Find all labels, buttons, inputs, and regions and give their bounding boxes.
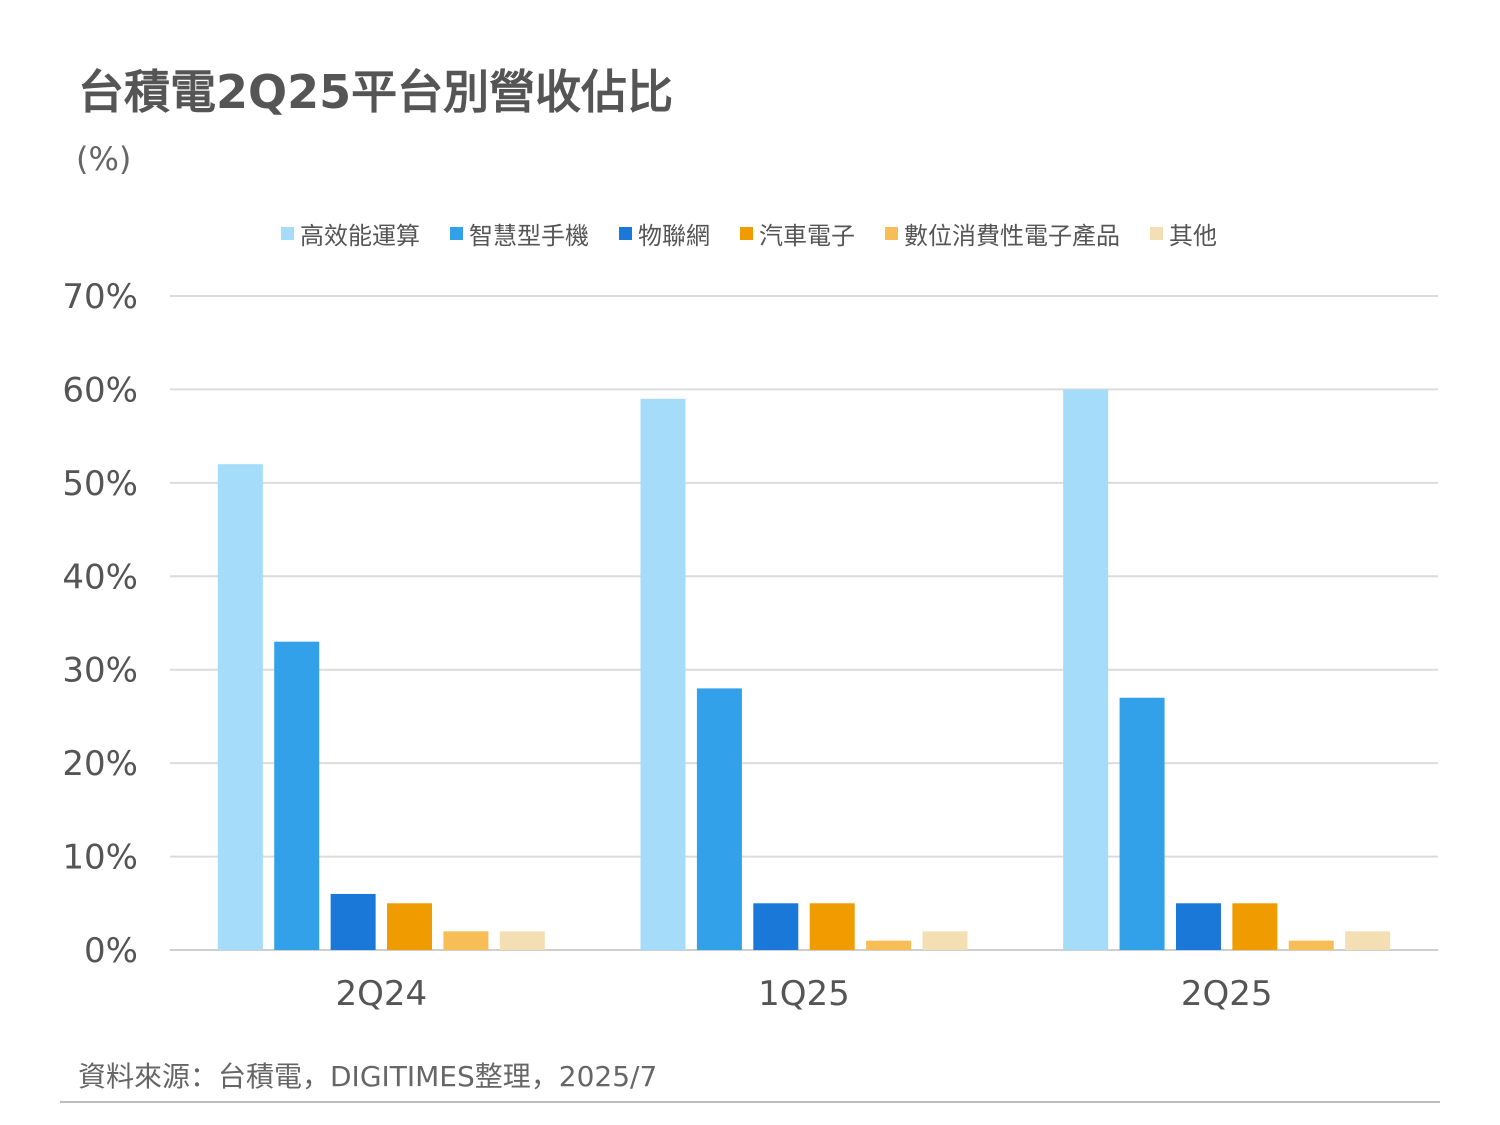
bar (866, 940, 912, 950)
x-tick-label: 2Q24 (335, 974, 427, 1014)
y-tick-label: 30% (62, 651, 138, 691)
bar (809, 903, 855, 950)
bar-chart: 0% 10% 20% 30% 40% 50% 60% 70% 2Q24 1Q25 2Q25 (62, 277, 1438, 1014)
unit-label: (%) (76, 140, 132, 178)
legend-label: 智慧型手機 (469, 222, 589, 250)
bar (217, 464, 263, 950)
bar (1063, 389, 1109, 950)
chart-title: 台積電2Q25平台別營收佔比 (78, 65, 674, 119)
bar (443, 931, 489, 950)
legend-item-consumer: 數位消費性電子產品 (885, 216, 1120, 251)
legend-swatch (619, 227, 632, 240)
y-tick-label: 60% (62, 370, 138, 410)
legend-swatch (1150, 227, 1163, 240)
y-tick-label: 40% (62, 557, 138, 597)
legend-item-other: 其他 (1150, 216, 1217, 251)
bar (1175, 903, 1221, 950)
legend-swatch (281, 227, 294, 240)
x-tick-label: 2Q25 (1181, 974, 1273, 1014)
y-tick-label: 0% (84, 931, 138, 971)
legend-swatch (740, 227, 753, 240)
bar (1345, 931, 1391, 950)
legend-label: 汽車電子 (759, 222, 855, 250)
source-note: 資料來源：台積電，DIGITIMES整理，2025/7 (78, 1060, 658, 1093)
legend-label: 物聯網 (638, 222, 710, 250)
bar (753, 903, 799, 950)
y-tick-label: 50% (62, 464, 138, 504)
bar (499, 931, 545, 950)
legend-label: 高效能運算 (300, 222, 420, 250)
bar (1288, 940, 1334, 950)
footer-divider (60, 1101, 1440, 1103)
bar (1232, 903, 1278, 950)
legend-item-smartphone: 智慧型手機 (450, 216, 589, 251)
legend-label: 數位消費性電子產品 (904, 222, 1120, 250)
legend-item-hpc: 高效能運算 (281, 216, 420, 251)
y-tick-label: 10% (62, 838, 138, 878)
bar (640, 398, 686, 950)
legend-item-iot: 物聯網 (619, 216, 710, 251)
y-tick-label: 70% (62, 277, 138, 317)
bar (274, 641, 320, 950)
legend-swatch (885, 227, 898, 240)
y-tick-label: 20% (62, 744, 138, 784)
legend-item-automotive: 汽車電子 (740, 216, 855, 251)
bar (330, 893, 376, 950)
legend: 高效能運算 智慧型手機 物聯網 汽車電子 數位消費性電子產品 其他 (0, 216, 1500, 251)
x-tick-label: 1Q25 (758, 974, 850, 1014)
bar (387, 903, 433, 950)
bar (1119, 697, 1165, 950)
legend-label: 其他 (1169, 222, 1217, 250)
bar (696, 688, 742, 950)
bar (922, 931, 968, 950)
legend-swatch (450, 227, 463, 240)
